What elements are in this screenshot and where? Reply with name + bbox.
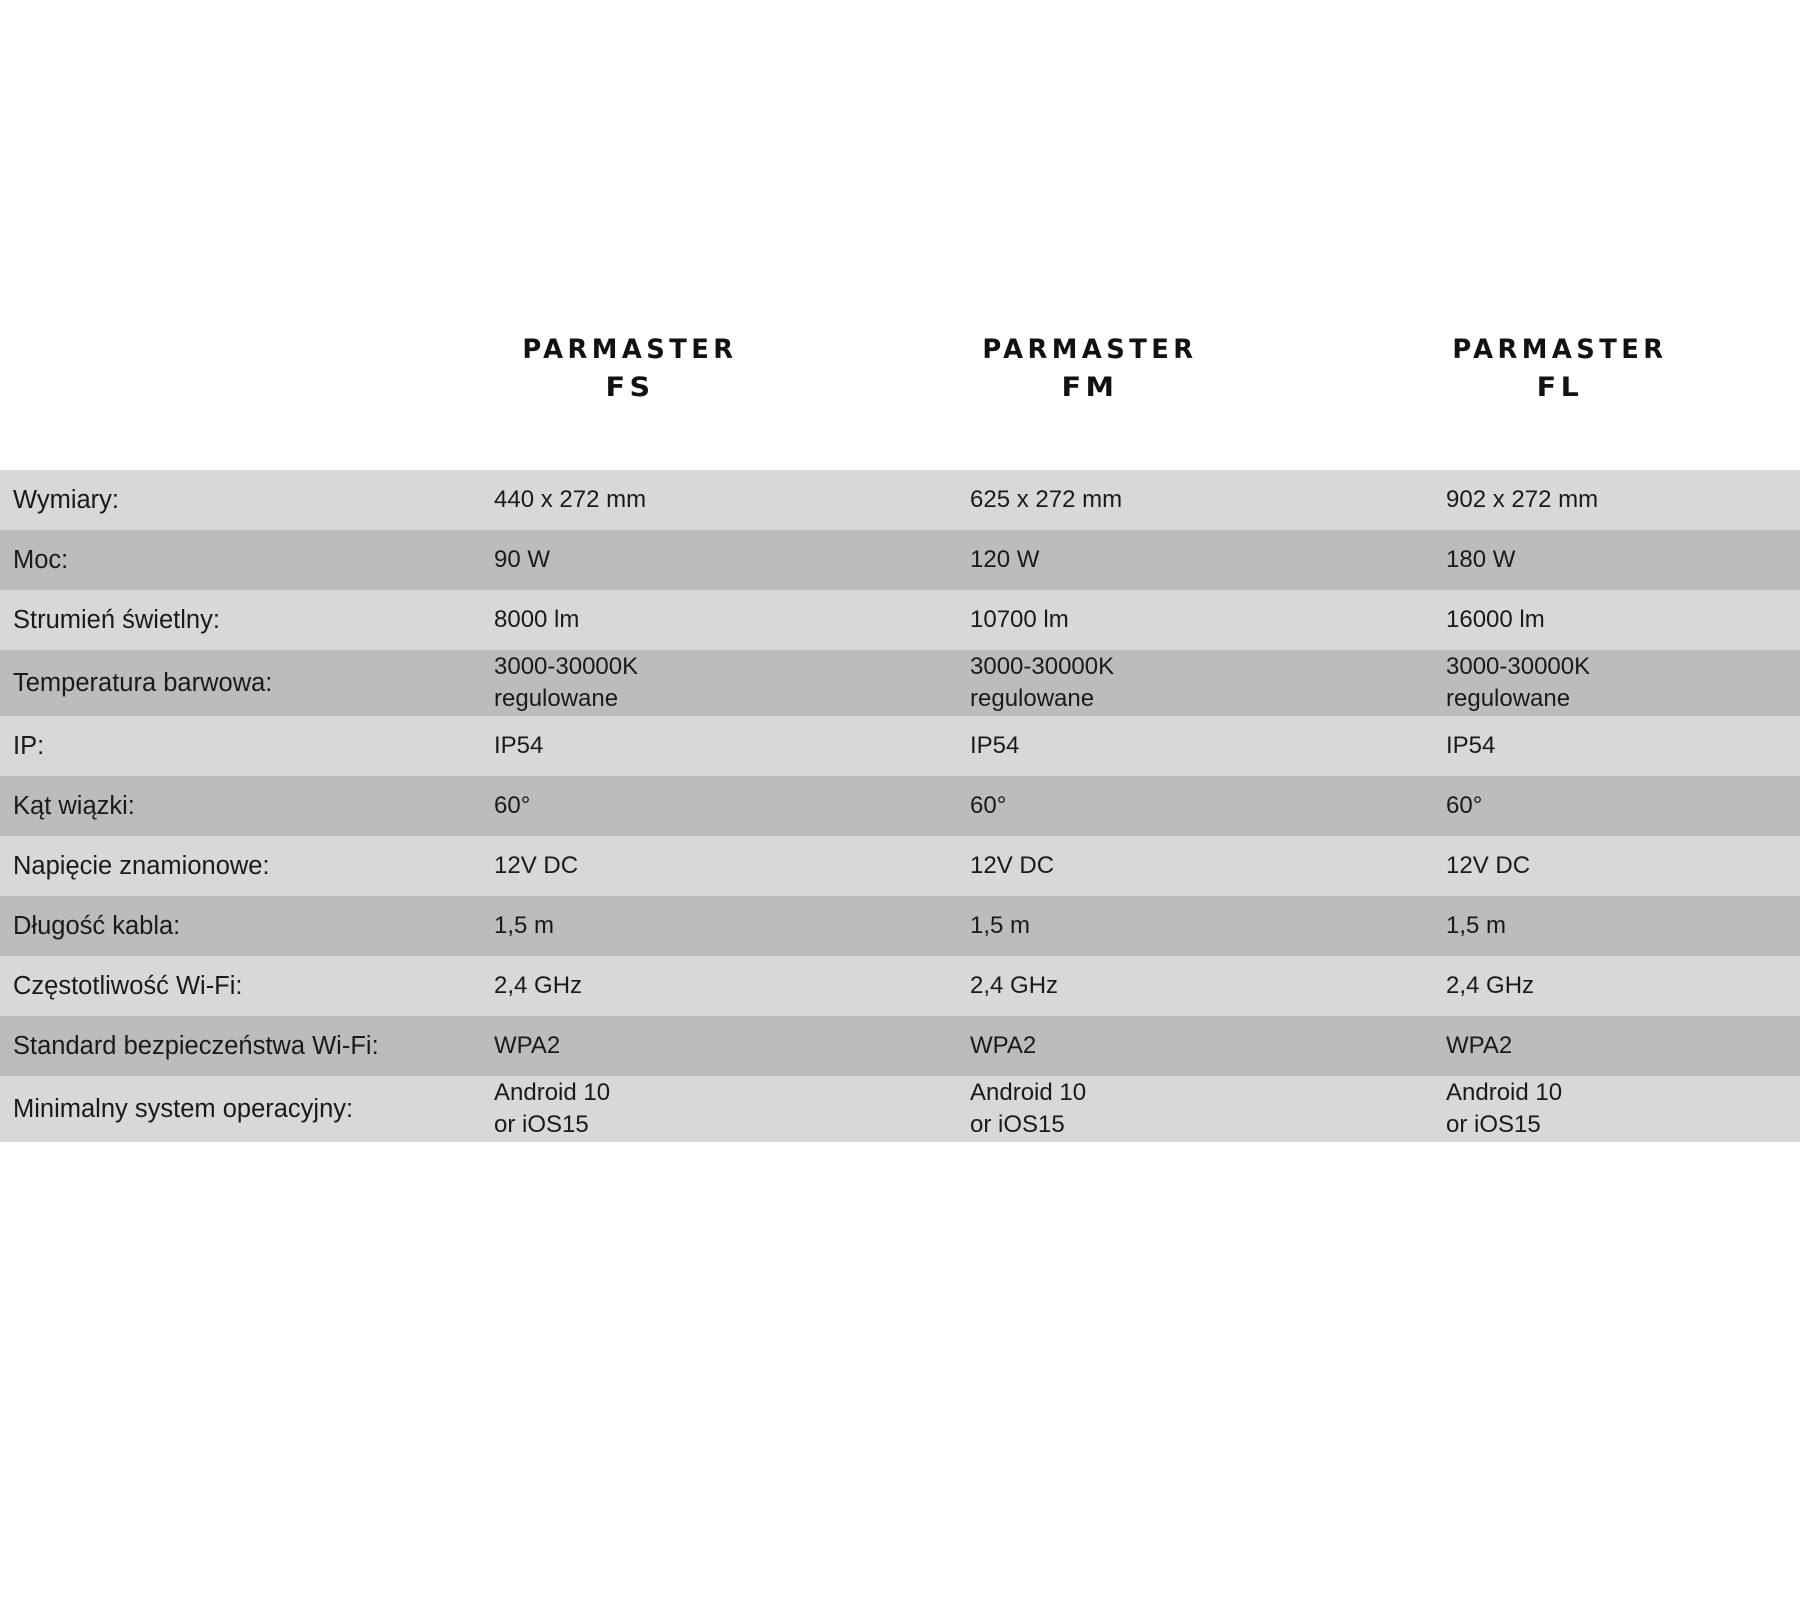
spec-value-fm-line2: regulowane (970, 684, 1095, 712)
spec-label: Długość kabla: (13, 911, 181, 940)
spec-value-fl: Android 10 or iOS15 (1420, 1076, 1800, 1142)
table-row: Wymiary: 440 x 272 mm 625 x 272 mm 902 x… (0, 470, 1800, 530)
product-brand-fs: PARMASTER (522, 334, 738, 365)
spec-value-fm-line1: Android 10 (970, 1079, 1087, 1107)
spec-value-fs: 90 W (494, 545, 551, 573)
spec-label: Wymiary: (13, 485, 120, 514)
product-model-fm: FM (1061, 372, 1119, 403)
spec-value-fs: IP54 (494, 731, 544, 759)
spec-value-fm: Android 10 or iOS15 (944, 1076, 1420, 1142)
spec-value-fs-line1: 3000-30000K (494, 653, 639, 681)
spec-value-fl: 60° (1446, 791, 1483, 819)
header-spacer (0, 336, 400, 456)
spec-value-fs: 8000 lm (494, 605, 580, 633)
spec-value-fs: 1,5 m (494, 911, 555, 939)
spec-label: Standard bezpieczeństwa Wi-Fi: (13, 1031, 379, 1060)
spec-value-fl: 2,4 GHz (1446, 971, 1535, 999)
product-brand-fl: PARMASTER (1452, 334, 1668, 365)
spec-value-fs: 12V DC (494, 851, 579, 879)
spec-label: Moc: (13, 545, 69, 574)
spec-label: IP: (13, 731, 45, 760)
table-row: Częstotliwość Wi-Fi: 2,4 GHz 2,4 GHz 2,4… (0, 956, 1800, 1016)
product-model-fl: FL (1536, 372, 1584, 403)
spec-value-fl: IP54 (1446, 731, 1496, 759)
spec-value-fl: 16000 lm (1446, 605, 1545, 633)
spec-value-fl: 1,5 m (1446, 911, 1507, 939)
product-model-fs: FS (605, 372, 655, 403)
table-row: Minimalny system operacyjny: Android 10 … (0, 1076, 1800, 1142)
spec-value-fm: 12V DC (970, 851, 1055, 879)
spec-value-fm: 625 x 272 mm (970, 485, 1123, 513)
spec-value-fl-line2: or iOS15 (1446, 1110, 1541, 1138)
product-header-fl: PARMASTER FL (1320, 336, 1800, 456)
spec-value-fm: IP54 (970, 731, 1020, 759)
spec-value-fl-line1: 3000-30000K (1446, 653, 1591, 681)
spec-value-fm: 120 W (970, 545, 1040, 573)
spec-value-fs-line2: regulowane (494, 684, 619, 712)
spec-value-fl-line2: regulowane (1446, 684, 1571, 712)
table-row: IP: IP54 IP54 IP54 (0, 716, 1800, 776)
specification-table: Wymiary: 440 x 272 mm 625 x 272 mm 902 x… (0, 470, 1800, 1142)
product-header-row: PARMASTER FS PARMASTER FM PARMASTER FL (0, 336, 1800, 456)
table-row: Strumień świetlny: 8000 lm 10700 lm 1600… (0, 590, 1800, 650)
table-row: Standard bezpieczeństwa Wi-Fi: WPA2 WPA2… (0, 1016, 1800, 1076)
spec-value-fl: 3000-30000K regulowane (1420, 650, 1800, 716)
spec-value-fl: 902 x 272 mm (1446, 485, 1599, 513)
table-row: Moc: 90 W 120 W 180 W (0, 530, 1800, 590)
product-header-fm: PARMASTER FM (860, 336, 1320, 456)
spec-value-fl: 12V DC (1446, 851, 1531, 879)
spec-value-fm: 1,5 m (970, 911, 1031, 939)
spec-value-fl: WPA2 (1446, 1031, 1513, 1059)
table-row: Napięcie znamionowe: 12V DC 12V DC 12V D… (0, 836, 1800, 896)
spec-label: Strumień świetlny: (13, 605, 220, 634)
table-row: Długość kabla: 1,5 m 1,5 m 1,5 m (0, 896, 1800, 956)
table-row: Temperatura barwowa: 3000-30000K regulow… (0, 650, 1800, 716)
product-header-fs: PARMASTER FS (400, 336, 860, 456)
spec-value-fm: 3000-30000K regulowane (944, 650, 1420, 716)
spec-value-fl: 180 W (1446, 545, 1516, 573)
spec-value-fm-line1: 3000-30000K (970, 653, 1115, 681)
spec-label: Kąt wiązki: (13, 791, 135, 820)
spec-label: Częstotliwość Wi-Fi: (13, 971, 243, 1000)
spec-value-fm: 2,4 GHz (970, 971, 1059, 999)
spec-value-fs-line1: Android 10 (494, 1079, 611, 1107)
spec-value-fs: 440 x 272 mm (494, 485, 647, 513)
spec-value-fs: 60° (494, 791, 531, 819)
spec-value-fm: 10700 lm (970, 605, 1069, 633)
spec-label: Minimalny system operacyjny: (13, 1094, 354, 1123)
table-row: Kąt wiązki: 60° 60° 60° (0, 776, 1800, 836)
spec-label: Napięcie znamionowe: (13, 851, 270, 880)
spec-value-fm: 60° (970, 791, 1007, 819)
spec-value-fm: WPA2 (970, 1031, 1037, 1059)
spec-value-fs: WPA2 (494, 1031, 561, 1059)
spec-value-fl-line1: Android 10 (1446, 1079, 1563, 1107)
spec-label: Temperatura barwowa: (13, 668, 273, 697)
spec-value-fs-line2: or iOS15 (494, 1110, 589, 1138)
product-brand-fm: PARMASTER (982, 334, 1198, 365)
spec-value-fm-line2: or iOS15 (970, 1110, 1065, 1138)
spec-value-fs: Android 10 or iOS15 (468, 1076, 944, 1142)
spec-value-fs: 2,4 GHz (494, 971, 583, 999)
spec-value-fs: 3000-30000K regulowane (468, 650, 944, 716)
